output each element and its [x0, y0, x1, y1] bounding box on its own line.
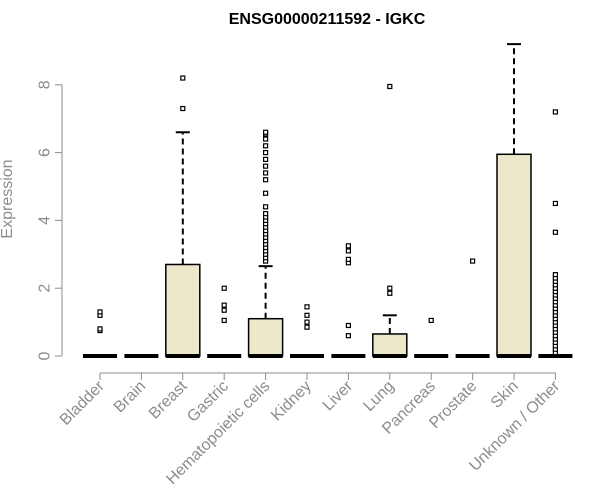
x-tick-label: Lung	[360, 378, 397, 415]
box-body	[496, 153, 532, 357]
x-tick-label: Kidney	[268, 378, 315, 425]
box-group	[165, 75, 201, 358]
box-body	[372, 333, 408, 357]
y-tick-label: 0	[37, 351, 54, 360]
outlier-point	[263, 170, 269, 176]
box-group	[414, 317, 449, 358]
outlier-point	[263, 177, 269, 183]
outlier-point	[552, 109, 559, 115]
outlier-point	[345, 333, 351, 339]
outlier-point	[345, 243, 351, 249]
outlier-point	[345, 322, 351, 329]
x-tick-label: Skin	[488, 378, 522, 412]
outlier-point	[263, 129, 269, 135]
outlier-point	[97, 326, 103, 332]
outlier-point	[387, 290, 393, 296]
outlier-point	[552, 229, 559, 235]
boxes-layer	[83, 43, 573, 358]
box-group	[372, 83, 408, 358]
box-body	[247, 317, 284, 357]
box-group	[83, 309, 117, 358]
x-tick-label: Breast	[146, 377, 191, 422]
box-group	[331, 243, 366, 358]
box-group	[247, 129, 284, 358]
outlier-point	[263, 143, 269, 149]
outlier-point	[304, 304, 310, 310]
box-group	[538, 109, 573, 358]
box-body	[165, 263, 201, 357]
outlier-point	[221, 317, 227, 324]
x-tick-label: Bladder	[57, 377, 108, 428]
x-tick-label: Liver	[320, 377, 357, 414]
outlier-point	[263, 163, 269, 169]
box-group	[207, 285, 242, 358]
y-tick-label: 4	[37, 216, 54, 225]
outlier-point	[180, 75, 186, 81]
outlier-point	[304, 319, 310, 325]
y-axis-label: Expression	[0, 159, 16, 238]
outlier-point	[221, 307, 227, 313]
x-tick-label: Brain	[111, 378, 149, 416]
outlier-point	[387, 83, 393, 90]
outlier-point	[263, 150, 269, 156]
outlier-point	[552, 200, 559, 207]
outlier-point	[180, 105, 186, 112]
outlier-point	[221, 302, 227, 308]
outlier-point	[263, 204, 269, 210]
box-group	[290, 304, 324, 358]
outlier-point	[387, 285, 393, 291]
y-tick-label: 6	[37, 148, 54, 157]
outlier-point	[345, 248, 351, 254]
outlier-point	[470, 258, 476, 264]
outlier-point	[428, 317, 434, 324]
outlier-point	[97, 309, 103, 315]
y-tick-label: 2	[37, 284, 54, 293]
outlier-point	[345, 256, 351, 262]
outlier-point	[304, 324, 310, 330]
y-tick-label: 8	[37, 80, 54, 89]
outlier-point	[263, 190, 269, 196]
outlier-point	[304, 312, 310, 318]
outlier-point	[221, 285, 227, 291]
outlier-point	[263, 211, 269, 217]
outlier-point	[552, 272, 559, 278]
outlier-point	[263, 136, 269, 142]
box-group	[496, 43, 532, 358]
y-axis: 0 2 4 6 8	[37, 80, 63, 360]
chart-title: ENSG00000211592 - IGKC	[229, 11, 426, 28]
outlier-point	[263, 156, 269, 162]
box-group	[455, 258, 490, 358]
